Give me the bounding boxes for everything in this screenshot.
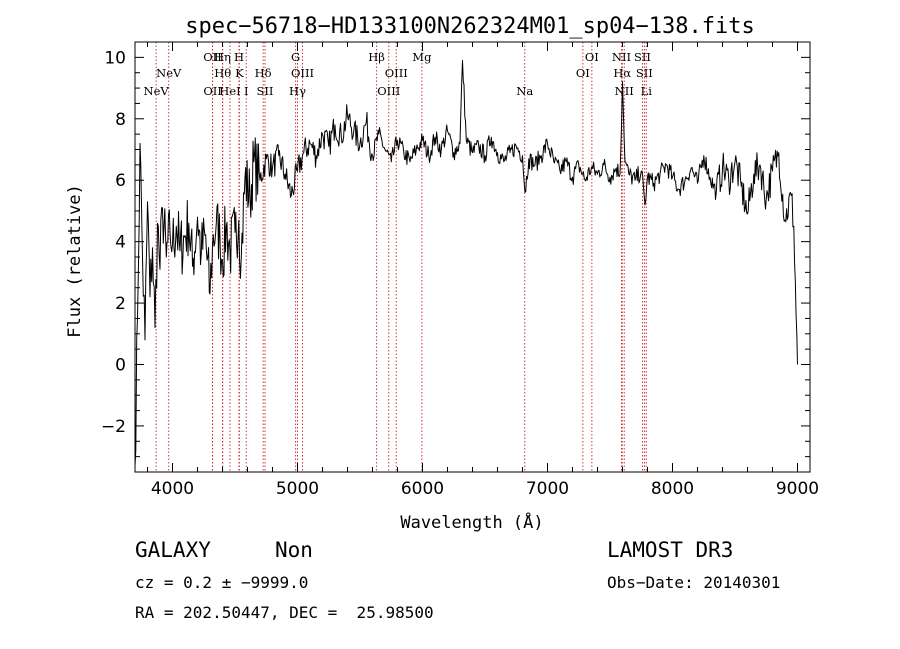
spectrum-line bbox=[134, 59, 798, 466]
line-label: G bbox=[291, 50, 300, 64]
object-subclass: Non bbox=[275, 538, 313, 562]
object-class: GALAXY bbox=[135, 538, 211, 562]
y-tick-label: 10 bbox=[104, 48, 126, 68]
x-tick-label: 5000 bbox=[276, 479, 319, 499]
y-tick-label: 6 bbox=[115, 171, 126, 191]
redshift-cz: cz = 0.2 ± −9999.0 bbox=[135, 573, 309, 592]
plot-frame bbox=[134, 41, 811, 473]
obs-date: Obs−Date: 20140301 bbox=[607, 573, 781, 592]
line-label: NeV bbox=[156, 66, 182, 80]
line-label: Hα bbox=[613, 66, 631, 80]
x-axis-label: Wavelength (Å) bbox=[400, 511, 543, 533]
survey-label: LAMOST DR3 bbox=[607, 538, 734, 562]
spectral-line-labels: NeVNeVOIIOIIHηHθHeIHKIHδSIIGHγOIIIHβOIII… bbox=[144, 50, 653, 98]
y-axis-label: Flux (relative) bbox=[65, 184, 85, 338]
line-label: I bbox=[244, 84, 249, 98]
line-label: Hγ bbox=[289, 84, 306, 98]
line-label: OIII bbox=[385, 66, 408, 80]
line-label: NII bbox=[615, 84, 634, 98]
chart-title: spec−56718−HD133100N262324M01_sp04−138.f… bbox=[185, 14, 755, 39]
line-label: H bbox=[234, 50, 244, 64]
axis-tick-labels: 4000 5000 6000 7000 8000 9000 −2 0 2 4 6 8 10 bbox=[101, 48, 819, 499]
y-tick-label: 8 bbox=[115, 110, 126, 130]
line-label: Hβ bbox=[368, 50, 385, 64]
line-label: SII bbox=[257, 84, 274, 98]
y-tick-label: −2 bbox=[101, 417, 126, 437]
x-tick-label: 9000 bbox=[776, 479, 819, 499]
line-label: K bbox=[235, 66, 244, 80]
line-label: Hθ bbox=[214, 66, 231, 80]
x-tick-label: 7000 bbox=[526, 479, 569, 499]
line-label: NeV bbox=[144, 84, 170, 98]
x-tick-label: 8000 bbox=[651, 479, 694, 499]
x-tick-label: 4000 bbox=[151, 479, 194, 499]
line-label: OII bbox=[203, 84, 222, 98]
spectral-line-markers bbox=[155, 42, 647, 472]
line-label: NII bbox=[612, 50, 631, 64]
line-label: OII bbox=[203, 50, 222, 64]
line-label: OIII bbox=[291, 66, 314, 80]
line-label: SII bbox=[634, 50, 651, 64]
line-label: Mg bbox=[412, 50, 432, 64]
line-label: Li bbox=[641, 84, 653, 98]
line-label: SII bbox=[636, 66, 653, 80]
x-tick-label: 6000 bbox=[401, 479, 444, 499]
line-label: HeI bbox=[219, 84, 240, 98]
line-label: OI bbox=[585, 50, 599, 64]
line-label: OIII bbox=[377, 84, 400, 98]
y-tick-label: 4 bbox=[115, 233, 126, 253]
line-label: Hη bbox=[214, 50, 231, 64]
y-tick-label: 0 bbox=[115, 356, 126, 376]
line-label: Na bbox=[516, 84, 533, 98]
y-tick-label: 2 bbox=[115, 294, 126, 314]
line-label: OI bbox=[576, 66, 590, 80]
axis-ticks bbox=[135, 42, 810, 472]
line-label: Hδ bbox=[255, 66, 272, 80]
spectrum-series bbox=[134, 59, 798, 466]
ra-dec: RA = 202.50447, DEC = 25.98500 bbox=[135, 603, 434, 622]
